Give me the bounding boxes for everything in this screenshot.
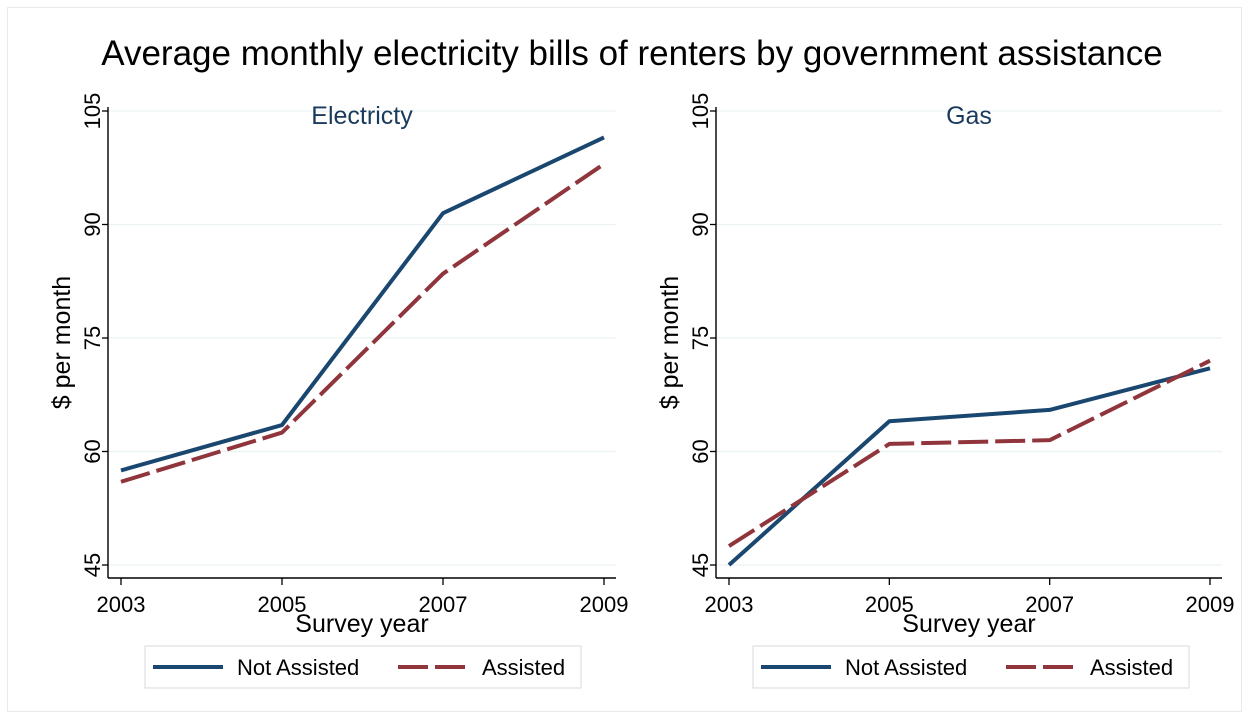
x-tick-label: 2003 — [705, 592, 754, 617]
x-tick-label: 2009 — [1186, 592, 1235, 617]
y-tick-label: 45 — [688, 553, 713, 577]
y-tick-label: 75 — [688, 326, 713, 350]
panel-title: Electricty — [311, 102, 413, 130]
chart-panel-1: 45 60 75 90 105 2003 2005 2007 2009 Electricty Sur… — [48, 93, 629, 689]
chart-frame — [7, 7, 1242, 712]
x-tick-label: 2007 — [1025, 592, 1074, 617]
x-tick-label: 2005 — [865, 592, 914, 617]
x-tick-label: 2009 — [580, 592, 629, 617]
chart-panels: 45 60 75 90 105 2003 2005 2007 2009 Electricty Sur… — [48, 93, 1235, 689]
y-tick-label: 90 — [80, 212, 105, 236]
legend: Not Assisted Assisted — [752, 645, 1190, 689]
legend-label: Assisted — [1090, 655, 1173, 680]
y-tick-label: 60 — [688, 439, 713, 463]
y-axis-label: $ per month — [48, 276, 76, 409]
y-tick-label: 45 — [80, 553, 105, 577]
legend-label: Not Assisted — [845, 655, 967, 680]
series-line-assisted — [727, 358, 1211, 548]
x-tick-label: 2005 — [258, 592, 307, 617]
panel-title: Gas — [946, 102, 992, 130]
y-tick-label: 105 — [80, 93, 105, 130]
legend-label: Assisted — [482, 655, 565, 680]
x-axis-label: Survey year — [902, 610, 1035, 638]
legend: Not Assisted Assisted — [144, 645, 582, 689]
legend-label: Not Assisted — [237, 655, 359, 680]
x-tick-label: 2003 — [97, 592, 146, 617]
y-axis-label: $ per month — [656, 276, 684, 409]
x-tick-label: 2007 — [419, 592, 468, 617]
y-tick-label: 90 — [688, 212, 713, 236]
y-tick-label: 60 — [80, 439, 105, 463]
chart-title: Average monthly electricity bills of ren… — [101, 34, 1163, 73]
y-tick-label: 75 — [80, 326, 105, 350]
x-axis-label: Survey year — [295, 610, 428, 638]
series-line-assisted — [120, 162, 606, 484]
y-tick-label: 105 — [688, 93, 713, 130]
chart-panel-2: 45 60 75 90 105 2003 2005 2007 2009 Gas Survey yea… — [656, 93, 1235, 689]
series-line-not-assisted — [120, 135, 605, 473]
